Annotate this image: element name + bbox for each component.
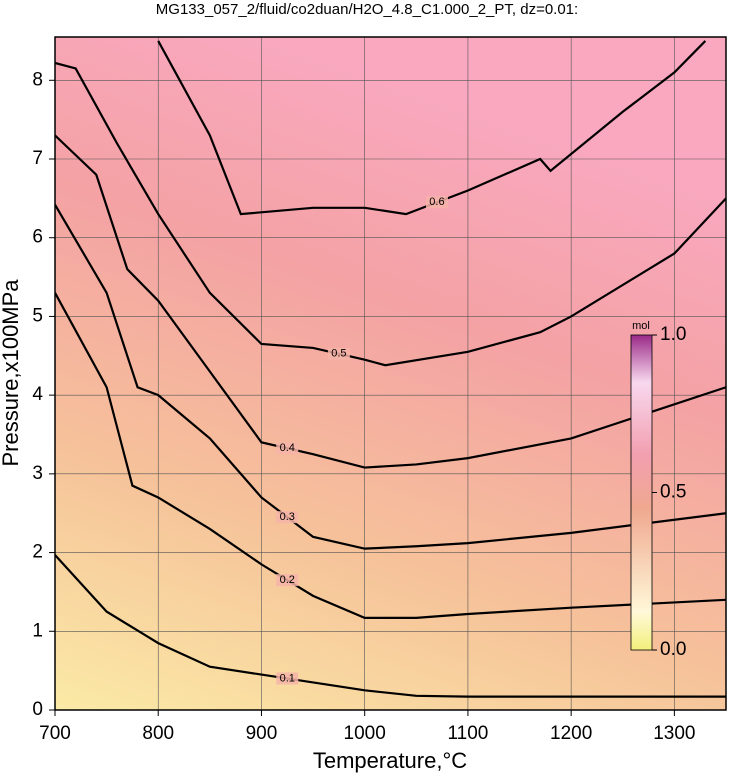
colorbar-tick-label: 0.5 — [660, 482, 686, 503]
x-tick-label: 1100 — [447, 723, 488, 744]
contours: 0.1 0.2 0.3 0.4 0.5 0.6 — [55, 40, 726, 698]
x-tick-label: 1000 — [344, 723, 386, 744]
chart-title: MG133_057_2/fluid/co2duan/H2O_4.8_C1.000… — [156, 1, 578, 18]
x-axis-label: Temperature,°C — [313, 748, 467, 773]
contour-label-bg — [327, 347, 350, 360]
contour-label-bg — [276, 511, 299, 524]
colorbar-tick-label: 0.0 — [660, 639, 686, 660]
contour-label-bg — [425, 196, 448, 209]
y-tick-label: 4 — [32, 384, 43, 405]
x-tick-label: 1200 — [550, 723, 592, 744]
colorbar-label: mol — [632, 320, 650, 332]
contour-label: 0.4 — [280, 442, 295, 454]
contour-label: 0.3 — [280, 511, 295, 523]
contour-label: 0.5 — [331, 348, 346, 360]
contour-label: 0.1 — [280, 672, 295, 684]
contour-label-bg — [276, 442, 299, 455]
plot-frame — [54, 36, 727, 711]
y-tick-label: 7 — [32, 148, 43, 169]
y-tick-label: 6 — [32, 227, 43, 248]
contour-label: 0.2 — [280, 574, 295, 586]
colorbar-ticks: 0.0 0.5 1.0 — [652, 324, 686, 660]
y-tick-label: 0 — [32, 699, 43, 720]
x-tick-label: 800 — [142, 723, 174, 744]
contour-label-bg — [276, 672, 299, 685]
y-tick-label: 3 — [32, 463, 43, 484]
y-tick-label: 5 — [32, 305, 43, 326]
x-tick-label: 900 — [246, 723, 278, 744]
contour-label-bg — [276, 574, 299, 587]
y-tick-label: 1 — [32, 620, 43, 641]
colorbar-tick-label: 1.0 — [660, 324, 686, 345]
x-tick-label: 700 — [39, 723, 71, 744]
grid — [54, 37, 726, 711]
contour-label: 0.6 — [429, 196, 444, 208]
y-axis-label: Pressure,x100MPa — [0, 279, 23, 467]
y-tick-label: 8 — [32, 69, 43, 90]
y-tick-label: 2 — [32, 542, 43, 563]
x-tick-label: 1300 — [653, 723, 695, 744]
plot-background — [55, 37, 726, 710]
colorbar — [630, 334, 653, 651]
